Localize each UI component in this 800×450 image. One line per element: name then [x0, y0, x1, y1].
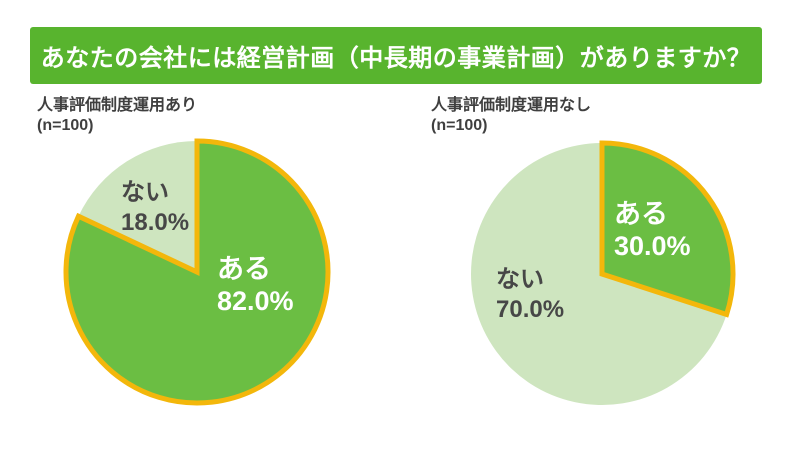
- slice-label-aru-yes: ある 82.0%: [217, 253, 294, 317]
- group-label-no: 人事評価制度運用なし: [431, 97, 592, 114]
- slice-value: 30.0%: [614, 231, 691, 261]
- slice-value: 18.0%: [121, 209, 190, 236]
- slice-label-nai-no: ない 70.0%: [496, 265, 564, 325]
- page-title: あなたの会社には経営計画（中長期の事業計画）がありますか？: [40, 45, 752, 72]
- slice-name: ある: [614, 199, 668, 229]
- pie-wrap-no: ある 30.0% ない 70.0%: [462, 134, 742, 414]
- chart-section-hr-eval-no: 人事評価制度運用なし (n=100) ある 30.0% ない 70.0%: [431, 96, 776, 426]
- pie-wrap-yes: ない 18.0% ある 82.0%: [57, 132, 337, 412]
- slice-label-aru-no: ある 30.0%: [614, 198, 691, 262]
- slice-name: ない: [496, 266, 544, 293]
- pie-chart-hr-eval-yes: [63, 138, 331, 406]
- slice-label-nai-yes: ない 18.0%: [121, 178, 189, 238]
- slice-name: ない: [121, 179, 169, 206]
- slice-value: 70.0%: [496, 296, 565, 323]
- sample-size-label-yes: (n=100): [37, 117, 94, 134]
- slice-value: 82.0%: [217, 286, 294, 316]
- chart-section-hr-eval-yes: 人事評価制度運用あり (n=100) ない 18.0% ある 82.0%: [37, 96, 382, 426]
- slice-name: ある: [217, 254, 271, 284]
- pie-chart-hr-eval-no: [471, 140, 736, 405]
- group-label-yes: 人事評価制度運用あり: [37, 97, 198, 114]
- sample-size-label-no: (n=100): [431, 117, 488, 134]
- title-banner: あなたの会社には経営計画（中長期の事業計画）がありますか？: [30, 27, 762, 84]
